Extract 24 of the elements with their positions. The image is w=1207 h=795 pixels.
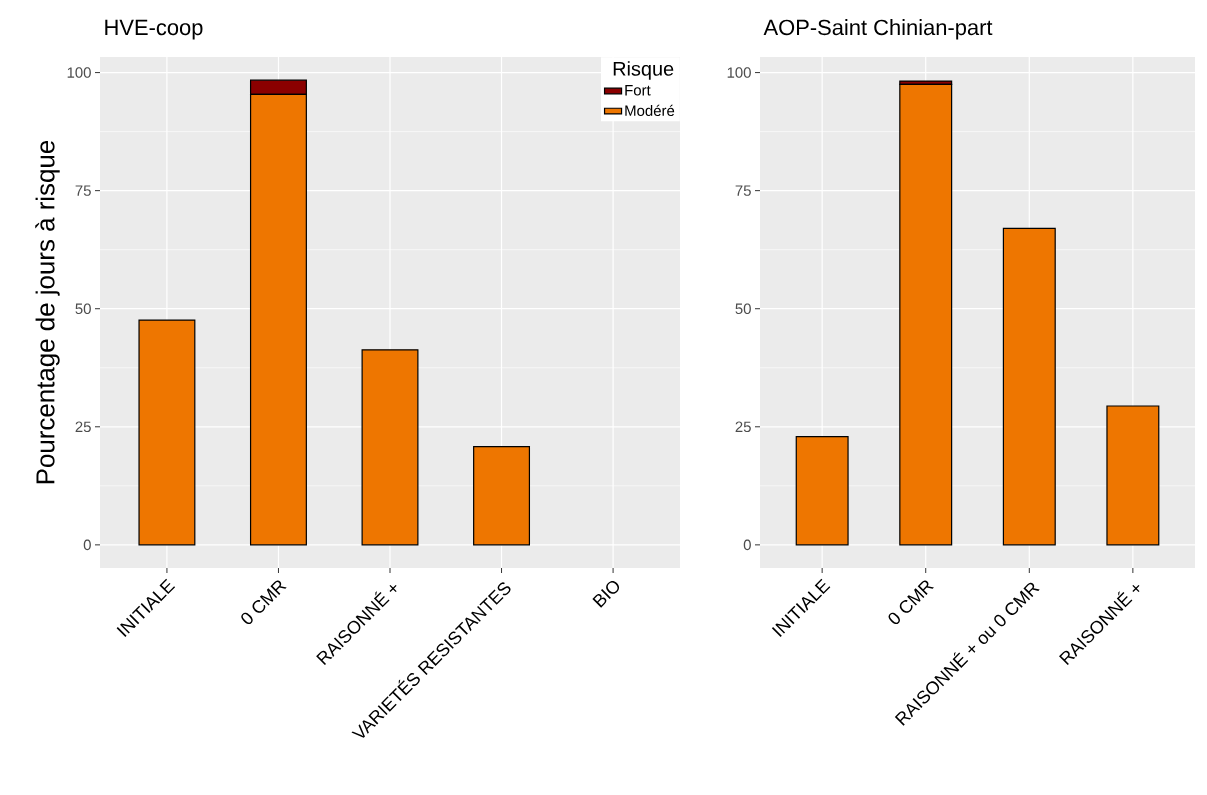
bar	[795, 436, 849, 546]
chart-title: AOP-Saint Chinian-part	[763, 19, 993, 40]
bar	[1106, 405, 1160, 546]
y-tick-label: 100	[67, 67, 91, 78]
bar	[473, 446, 531, 546]
y-tick-label: 25	[735, 421, 751, 433]
y-tick-label: 25	[75, 421, 91, 433]
y-tick-label: 100	[727, 67, 751, 78]
bar	[138, 319, 196, 546]
y-tick-label: 50	[75, 303, 91, 314]
bar	[1002, 227, 1056, 546]
y-tick-label: 50	[735, 303, 751, 314]
chart-title: HVE-coop	[105, 19, 203, 40]
y-tick-label: 0	[743, 539, 751, 551]
legend-title: Risque	[613, 61, 674, 80]
y-tick-label: 0	[83, 539, 91, 551]
y-tick-label: 75	[735, 185, 751, 196]
legend-label: Modéré	[625, 104, 675, 116]
y-tick-label: 75	[75, 185, 91, 196]
bar	[899, 83, 953, 546]
legend-label: Fort	[625, 85, 651, 96]
y-axis-title: Pourcentage de jours à risque	[35, 140, 60, 484]
bar	[361, 349, 419, 546]
x-tick-label: BIO	[592, 580, 620, 608]
